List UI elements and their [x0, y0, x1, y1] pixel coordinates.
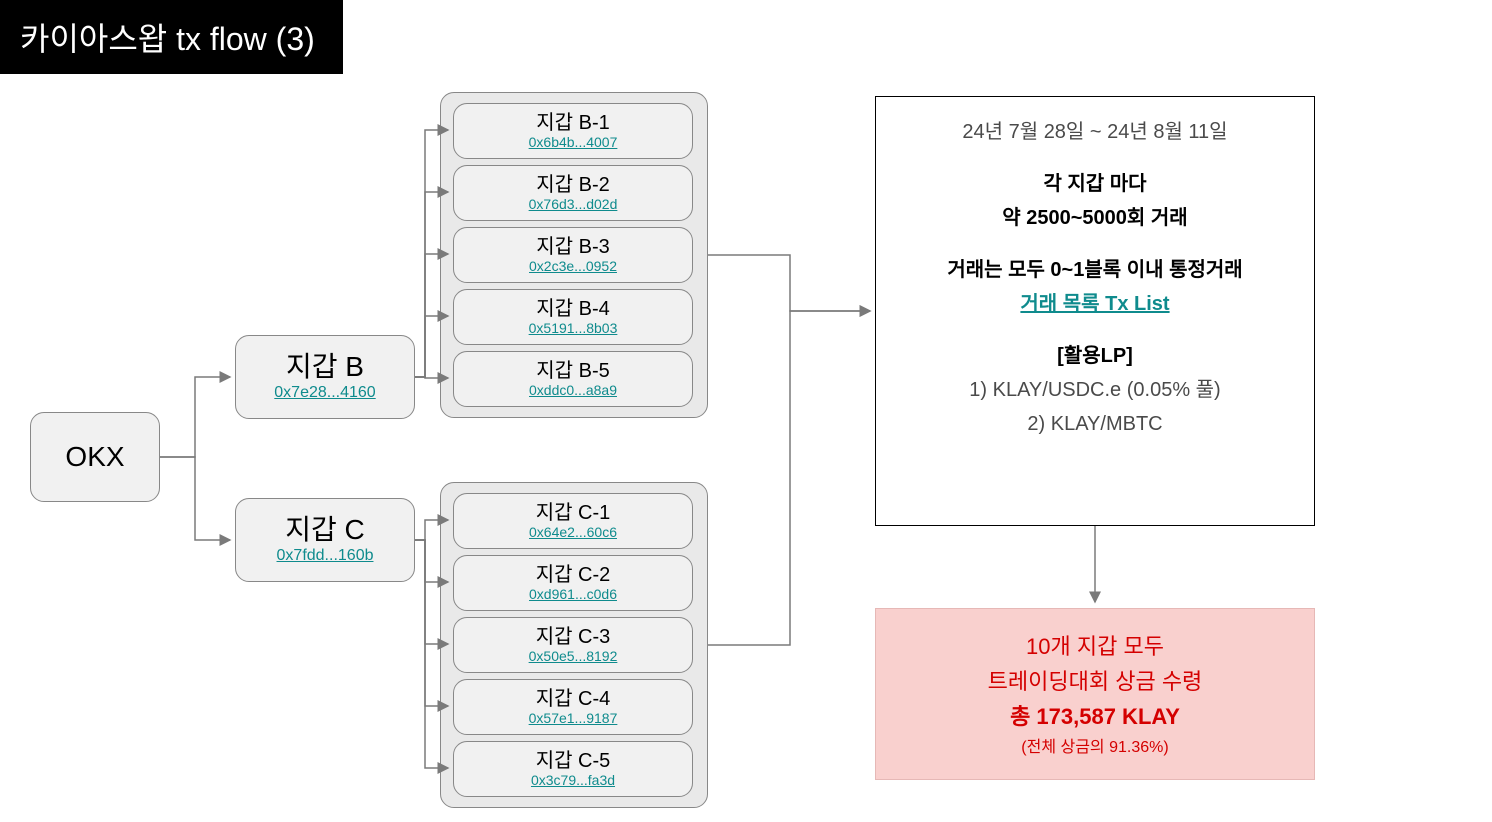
- result-box: 10개 지갑 모두 트레이딩대회 상금 수령 총 173,587 KLAY (전…: [875, 608, 1315, 780]
- group-c-sub-address-link-3[interactable]: 0x50e5...8192: [529, 648, 618, 664]
- group-c-sub-node-2: 지갑 C-20xd961...c0d6: [453, 555, 693, 611]
- info-lp2: 2) KLAY/MBTC: [892, 407, 1298, 441]
- node-okx: OKX: [30, 412, 160, 502]
- result-line3: 총 173,587 KLAY: [892, 699, 1298, 734]
- group-b-sub-label-3: 지갑 B-3: [536, 236, 609, 258]
- group-c-sub-address-link-2[interactable]: 0xd961...c0d6: [529, 586, 617, 602]
- group-c-sub-node-1: 지갑 C-10x64e2...60c6: [453, 493, 693, 549]
- group-c-sub-label-3: 지갑 C-3: [536, 626, 611, 648]
- info-box: 24년 7월 28일 ~ 24년 8월 11일 각 지갑 마다 약 2500~5…: [875, 96, 1315, 526]
- result-line4: (전체 상금의 91.36%): [892, 735, 1298, 761]
- group-b-container: 지갑 B-10x6b4b...4007지갑 B-20x76d3...d02d지갑…: [440, 92, 708, 418]
- group-b-sub-label-1: 지갑 B-1: [536, 112, 609, 134]
- group-b-sub-node-5: 지갑 B-50xddc0...a8a9: [453, 351, 693, 407]
- group-c-sub-address-link-5[interactable]: 0x3c79...fa3d: [531, 772, 615, 788]
- result-line2: 트레이딩대회 상금 수령: [892, 664, 1298, 699]
- group-b-sub-label-4: 지갑 B-4: [536, 298, 609, 320]
- group-c-sub-address-link-4[interactable]: 0x57e1...9187: [529, 710, 618, 726]
- group-b-sub-address-link-2[interactable]: 0x76d3...d02d: [529, 196, 618, 212]
- wallet-b-address-link[interactable]: 0x7e28...4160: [274, 384, 375, 402]
- result-line1: 10개 지갑 모두: [892, 629, 1298, 664]
- group-b-sub-address-link-5[interactable]: 0xddc0...a8a9: [529, 382, 617, 398]
- info-line3: 거래는 모두 0~1블록 이내 통정거래: [892, 253, 1298, 287]
- wallet-b-label: 지갑 B: [286, 352, 364, 383]
- tx-list-link[interactable]: 거래 목록 Tx List: [1020, 293, 1169, 315]
- node-wallet-b: 지갑 B 0x7e28...4160: [235, 335, 415, 419]
- info-lp1: 1) KLAY/USDC.e (0.05% 풀): [892, 373, 1298, 407]
- wallet-c-address-link[interactable]: 0x7fdd...160b: [277, 547, 374, 565]
- group-b-sub-node-3: 지갑 B-30x2c3e...0952: [453, 227, 693, 283]
- group-c-sub-node-3: 지갑 C-30x50e5...8192: [453, 617, 693, 673]
- group-c-sub-label-2: 지갑 C-2: [536, 564, 611, 586]
- group-b-sub-address-link-1[interactable]: 0x6b4b...4007: [529, 134, 618, 150]
- group-b-sub-label-2: 지갑 B-2: [536, 174, 609, 196]
- node-wallet-c: 지갑 C 0x7fdd...160b: [235, 498, 415, 582]
- group-b-sub-address-link-4[interactable]: 0x5191...8b03: [529, 320, 618, 336]
- group-b-sub-node-2: 지갑 B-20x76d3...d02d: [453, 165, 693, 221]
- group-b-sub-node-4: 지갑 B-40x5191...8b03: [453, 289, 693, 345]
- node-okx-label: OKX: [65, 442, 124, 473]
- group-c-sub-node-5: 지갑 C-50x3c79...fa3d: [453, 741, 693, 797]
- group-c-sub-label-4: 지갑 C-4: [536, 688, 611, 710]
- group-b-sub-node-1: 지갑 B-10x6b4b...4007: [453, 103, 693, 159]
- info-lp-header: [활용LP]: [892, 339, 1298, 373]
- wallet-c-label: 지갑 C: [285, 515, 365, 546]
- group-c-sub-label-5: 지갑 C-5: [536, 750, 611, 772]
- group-c-container: 지갑 C-10x64e2...60c6지갑 C-20xd961...c0d6지갑…: [440, 482, 708, 808]
- group-b-sub-address-link-3[interactable]: 0x2c3e...0952: [529, 258, 617, 274]
- info-date-range: 24년 7월 28일 ~ 24년 8월 11일: [892, 115, 1298, 149]
- group-b-sub-label-5: 지갑 B-5: [536, 360, 609, 382]
- group-c-sub-node-4: 지갑 C-40x57e1...9187: [453, 679, 693, 735]
- page-title: 카이아스왑 tx flow (3): [0, 0, 343, 74]
- info-line2: 약 2500~5000회 거래: [892, 201, 1298, 235]
- group-c-sub-address-link-1[interactable]: 0x64e2...60c6: [529, 524, 617, 540]
- group-c-sub-label-1: 지갑 C-1: [536, 502, 611, 524]
- info-line1: 각 지갑 마다: [892, 167, 1298, 201]
